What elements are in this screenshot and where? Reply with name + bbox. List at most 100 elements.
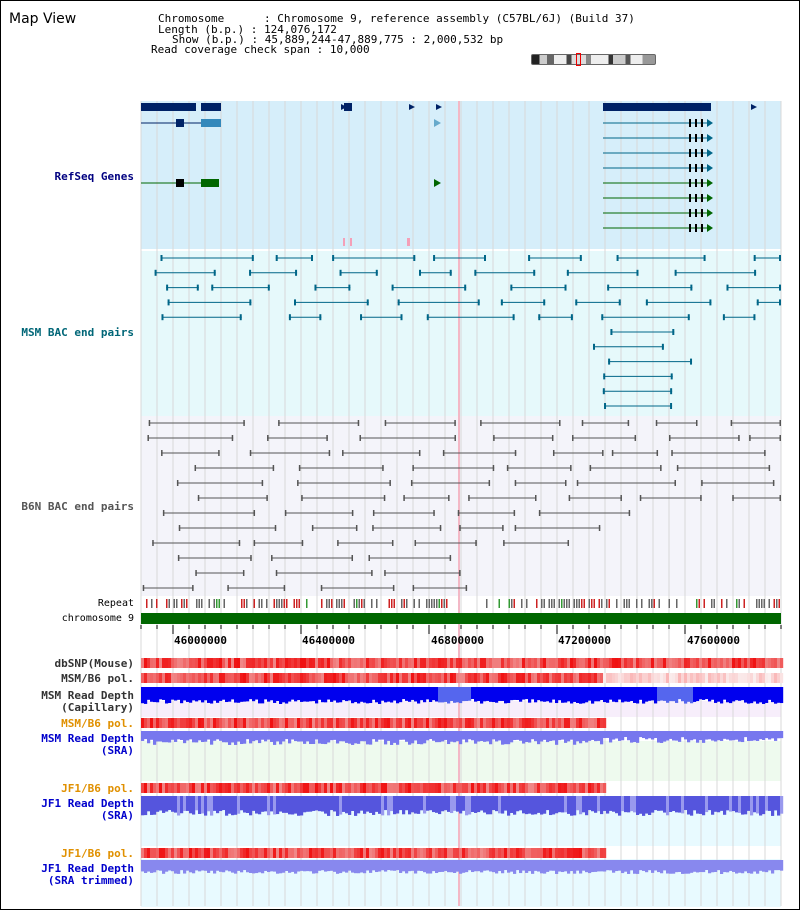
pol-cell [366,673,370,683]
depth-bar [183,731,187,744]
msm-bac-label[interactable]: MSM BAC end pairs [21,326,134,339]
chromosome-ideogram[interactable] [531,54,656,65]
exon [695,179,697,187]
depth-bar [462,860,466,873]
pol-cell [366,718,370,728]
depth-bar [654,860,658,871]
depth-bar [294,687,298,702]
depth-bar [279,731,283,745]
bac-end [513,510,516,516]
depth-bar [504,687,508,704]
depth-bar [552,796,556,815]
dbsnp-cell [603,658,607,668]
jf1-b6-pol-trim-label[interactable]: JF1/B6 pol. [61,847,134,860]
depth-bar [510,731,514,743]
bac-end [250,555,252,561]
ideogram-position-marker[interactable] [576,53,581,66]
depth-bar [180,687,184,704]
depth-bar [606,796,610,814]
bac-end [176,480,179,486]
pol-cell [579,848,583,858]
depth-bar [576,860,580,871]
dbsnp-cell [198,658,202,668]
dbsnp-cell [273,658,277,668]
dbsnp-cell [339,658,343,668]
depth-bar [672,860,676,874]
bac-end [701,480,703,486]
msm-read-depth-label[interactable]: MSM Read Depth [41,689,134,702]
pol-cell [192,783,196,793]
depth-bar [324,860,328,872]
depth-bar [543,860,547,874]
depth-bar [753,731,757,741]
pol-cell [450,673,454,683]
depth-bar [468,731,472,740]
dbsnp-cell [243,658,247,668]
depth-bar [264,796,268,812]
depth-bar [555,731,559,745]
pol-cell [348,718,352,728]
pol-cell [288,718,292,728]
depth-bar [552,687,556,700]
depth-bar [516,796,520,812]
pol-cell [306,783,310,793]
pol-cell [489,718,493,728]
depth-bar [780,796,784,814]
depth-bar [327,731,331,743]
depth-bar [288,796,292,815]
bac-end [480,420,482,426]
repeat-mark [208,599,210,608]
pol-cell [603,673,607,683]
pol-cell [462,718,466,728]
jf1-trim-depth-label[interactable]: JF1 Read Depth [41,862,134,875]
pol-cell [285,673,289,683]
msm-b6-pol-label[interactable]: MSM/B6 pol. [61,672,134,685]
msm-sra-depth-label[interactable]: MSM Read Depth [41,732,134,745]
pol-cell [450,848,454,858]
b6n-bac-label[interactable]: B6N BAC end pairs [21,500,134,513]
depth-bar [615,860,619,872]
repeat-mark [276,599,278,608]
depth-bar [318,687,322,700]
axis-tick-label: 47200000 [558,634,611,647]
pol-cell [354,783,358,793]
depth-bar [564,860,568,872]
pol-cell [474,783,478,793]
depth-bar [204,687,208,701]
pol-cell [528,848,532,858]
pol-cell [495,783,499,793]
depth-bar [645,731,649,740]
pol-cell [441,848,445,858]
depth-bar [246,796,250,813]
pol-cell [501,673,505,683]
jf1-read-depth-label[interactable]: JF1 Read Depth [41,797,134,810]
pol-cell [435,848,439,858]
refseq-genes-label[interactable]: RefSeq Genes [54,170,134,183]
pol-cell [615,673,619,683]
msm-b6-pol-sra-label[interactable]: MSM/B6 pol. [61,717,134,730]
bac-end [295,269,298,276]
pol-cell [738,673,742,683]
pol-cell [201,848,205,858]
depth-bar [168,860,172,871]
coverage-value: 10,000 [329,43,370,56]
dbsnp-cell [567,658,571,668]
dbsnp-label[interactable]: dbSNP(Mouse) [54,657,134,670]
repeat-mark [388,599,390,608]
repeat-mark [246,599,248,608]
dbsnp-cell [336,658,340,668]
jf1-b6-pol-label[interactable]: JF1/B6 pol. [61,782,134,795]
depth-bar [255,860,259,874]
dbsnp-cell [345,658,349,668]
pol-cell [453,783,457,793]
depth-bar [219,687,223,701]
depth-bar [594,860,598,872]
depth-bar [390,796,394,812]
pol-cell [354,848,358,858]
repeat-mark [306,599,308,608]
repeat-mark [166,599,168,608]
repeat-mark [508,599,510,608]
pol-cell [462,848,466,858]
depth-bar [270,796,274,812]
depth-bar [456,796,460,812]
